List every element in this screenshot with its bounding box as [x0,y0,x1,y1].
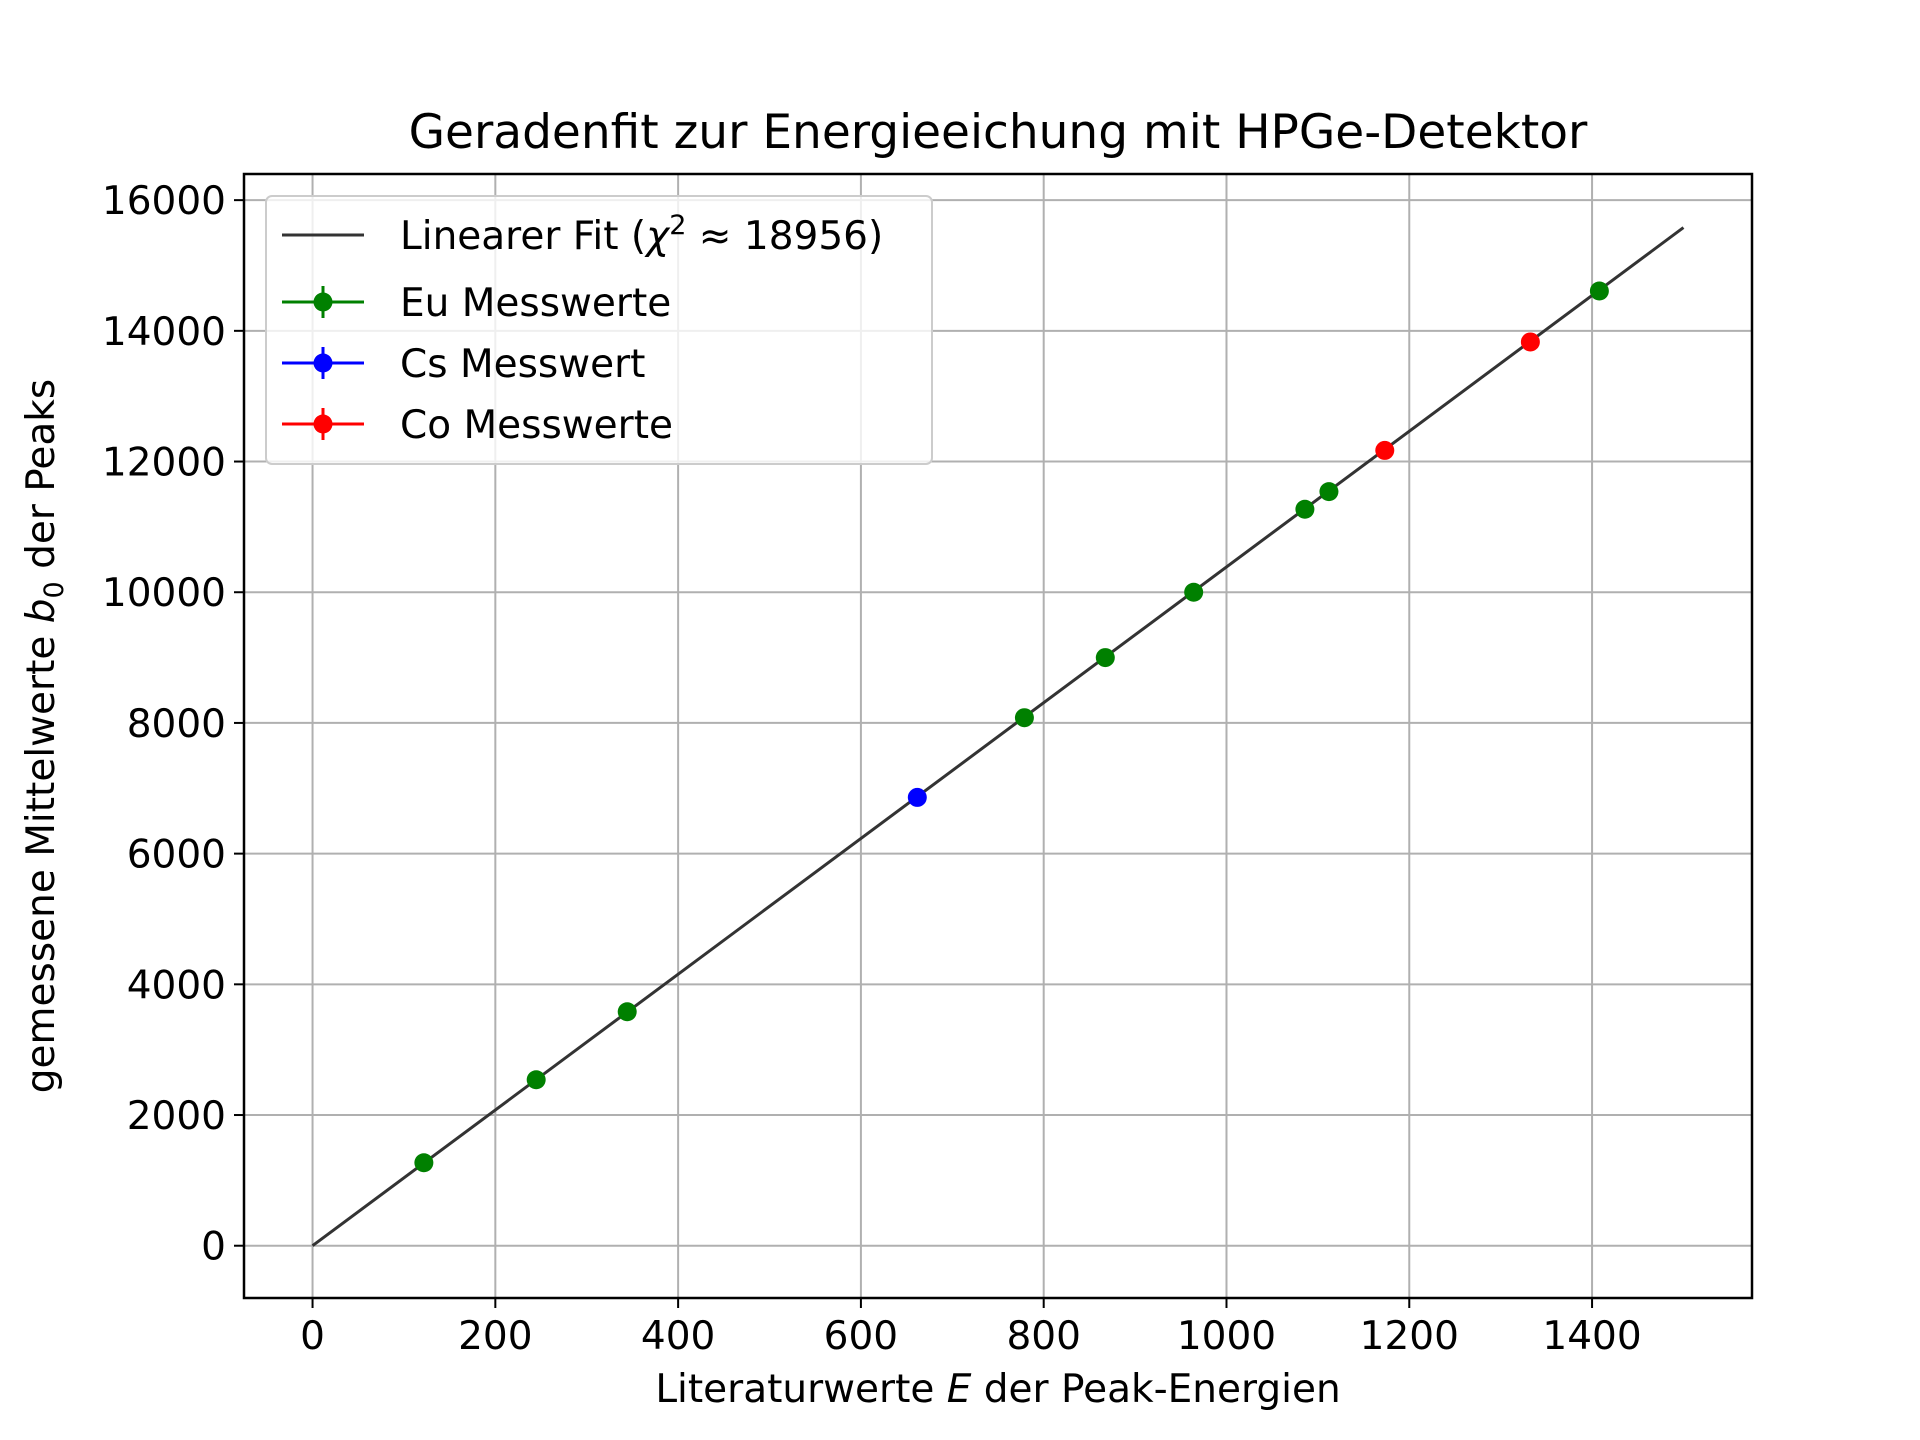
y-axis-title: gemessene Mittelwerte b0 der Peaks [19,379,70,1093]
y-tick-label: 6000 [127,833,226,878]
legend-entry: Eu Messwerte [282,281,671,326]
x-tick-label: 800 [1006,1314,1080,1359]
axis-ticks: 0 200 400 600 800 1000 1200 1400020004000600080… [102,179,1642,1359]
data-point [526,1070,546,1090]
series-group [414,281,1609,1173]
legend-fit-label: Linearer Fit (χ2 ≈ 18956) [400,210,883,259]
series-group [1375,332,1540,460]
legend-label: Cs Messwert [400,342,645,387]
plot-frame [242,172,1754,1300]
x-tick-label: 600 [824,1314,898,1359]
data-point [1095,648,1115,668]
legend-label: Eu Messwerte [400,281,671,326]
x-tick-label: 1200 [1360,1314,1459,1359]
legend-label: Co Messwerte [400,403,673,448]
x-tick-label: 0 [300,1314,325,1359]
y-tick-label: 8000 [127,702,226,747]
legend-box [265,195,933,465]
legend-entry: Cs Messwert [282,342,645,387]
chart-title: Geradenfit zur Energieeichung mit HPGe-D… [409,105,1588,160]
y-tick-label: 16000 [102,179,226,224]
legend: Linearer Fit (χ2 ≈ 18956) Eu Messwerte Cs… [265,195,933,465]
data-point [1589,281,1609,301]
y-tick-label: 4000 [127,963,226,1008]
y-tick-label: 12000 [102,441,226,486]
legend-entry: Co Messwerte [282,403,673,448]
legend-marker [313,292,333,312]
data-point [1184,582,1204,602]
x-tick-label: 400 [641,1314,715,1359]
y-tick-label: 14000 [102,310,226,355]
data-point [1295,499,1315,519]
legend-marker [313,414,333,434]
x-axis-title: Literaturwerte E der Peak-Energien [655,1367,1340,1412]
data-point [1319,482,1339,502]
data-point [617,1002,637,1022]
data-point [414,1153,434,1173]
x-tick-label: 200 [458,1314,532,1359]
legend-marker [313,353,333,373]
series-group [907,787,927,807]
data-point [1375,440,1395,460]
data-point [1014,708,1034,728]
legend-series-entries: Eu Messwerte Cs Messwert Co Messwerte [282,281,673,448]
data-point [907,787,927,807]
x-tick-label: 1400 [1542,1314,1641,1359]
data-points-layer [414,281,1609,1173]
y-tick-label: 0 [201,1225,226,1270]
legend-entry-fit: Linearer Fit (χ2 ≈ 18956) [282,210,883,259]
y-tick-label: 2000 [127,1094,226,1139]
data-point [1520,332,1540,352]
y-tick-label: 10000 [102,571,226,616]
x-tick-label: 1000 [1177,1314,1276,1359]
grid [244,174,1752,1298]
